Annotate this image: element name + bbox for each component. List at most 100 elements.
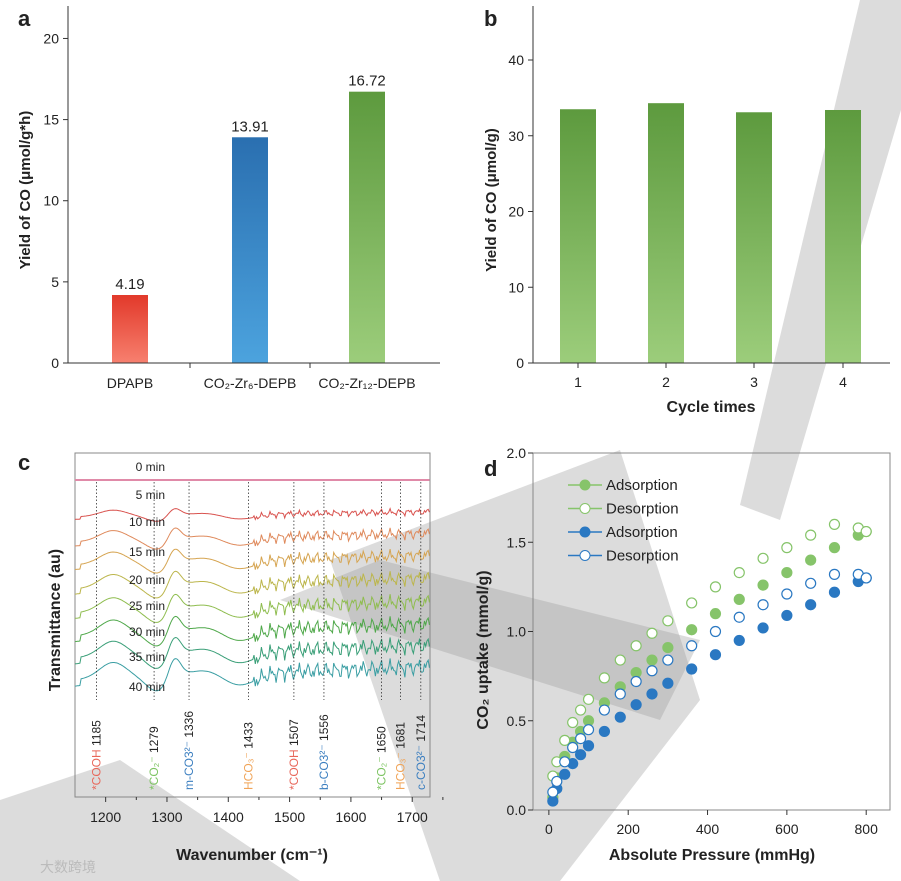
peak-species: m-CO3²⁻	[182, 741, 196, 790]
peak-label: *COOH 1507	[287, 719, 301, 790]
bar-value-label: 16.72	[348, 73, 386, 90]
spectrum-line	[74, 570, 430, 599]
y-axis-title: Yield of CO (μmol/g)	[483, 128, 500, 272]
bar	[648, 103, 684, 364]
legend-marker	[579, 526, 591, 538]
series-label: 30 min	[129, 625, 165, 639]
data-point	[828, 586, 841, 598]
data-point	[598, 672, 611, 684]
y-tick-label: 40	[508, 52, 524, 68]
x-axis-title: Absolute Pressure (mmHg)	[609, 847, 815, 864]
data-point	[828, 542, 841, 554]
data-point	[582, 693, 595, 705]
series-label: 10 min	[129, 515, 165, 529]
spectrum-line	[74, 593, 430, 623]
data-point	[733, 634, 745, 647]
y-tick-label: 1.0	[507, 624, 527, 640]
peak-label: *CO₂⁻ 1279	[147, 726, 161, 790]
legend-marker	[579, 550, 591, 561]
x-tick-label: 800	[855, 821, 879, 837]
panel-letter-b: b	[484, 6, 497, 31]
peak-species: *COOH	[287, 749, 301, 790]
data-point	[574, 732, 587, 745]
peak-label: c-CO3²⁻ 1714	[414, 715, 428, 790]
x-tick-label: 1200	[90, 809, 121, 825]
bar	[736, 112, 772, 363]
data-point	[559, 734, 571, 746]
y-tick-label: 0.5	[507, 713, 527, 729]
spectrum-line	[74, 636, 430, 669]
data-point	[614, 654, 626, 666]
peak-wavenumber: 1714	[414, 715, 428, 745]
panel-c-chart: 0 min 5 min 10 min 15 min 20 min 25 min 30 min…	[47, 452, 444, 864]
data-point	[805, 577, 817, 589]
data-point	[567, 741, 579, 754]
data-point	[662, 654, 674, 666]
x-tick-label: CO₂-Zr₁₂-DEPB	[318, 375, 415, 391]
data-point	[686, 663, 698, 675]
panel-letter-c: c	[18, 450, 30, 475]
y-tick-label: 5	[51, 274, 59, 290]
peak-label: *CO₂⁻ 1650	[375, 726, 389, 790]
data-point	[598, 704, 611, 716]
data-point	[733, 593, 745, 605]
series-label: 25 min	[129, 599, 165, 613]
series-label: 40 min	[129, 680, 165, 694]
legend-marker	[579, 479, 591, 491]
legend-label: Adsorption	[606, 524, 678, 541]
peak-wavenumber: 1433	[242, 722, 256, 752]
series-label: 0 min	[136, 460, 165, 474]
peak-wavenumber: 1650	[375, 726, 389, 756]
x-tick-label: DPAPB	[107, 375, 153, 391]
bar-value-label: 13.91	[231, 118, 269, 135]
peak-species: c-CO3²⁻	[414, 745, 428, 790]
data-point	[574, 749, 587, 761]
y-tick-label: 0	[51, 355, 59, 371]
data-point	[733, 611, 745, 623]
peak-species: HCO₃⁻	[242, 752, 256, 790]
x-tick-label: 2	[662, 374, 670, 390]
y-tick-label: 10	[508, 279, 524, 295]
data-point	[646, 627, 658, 639]
x-tick-label: 3	[750, 374, 758, 390]
panel-a-chart: 4.19 DPAPB 13.91 CO₂-Zr₆-DEPB 16.72 CO₂-Zr₁₂-…	[17, 6, 440, 391]
panel-letter-d: d	[484, 456, 497, 481]
x-axis-title: Cycle times	[667, 399, 756, 416]
x-tick-label: 0	[545, 821, 553, 837]
peak-species: HCO₃⁻	[394, 752, 408, 790]
x-tick-label: 1600	[335, 809, 366, 825]
data-point	[860, 572, 872, 584]
peak-species: *CO₂⁻	[147, 756, 161, 790]
data-point	[686, 597, 698, 609]
x-tick-label: 1	[574, 374, 582, 390]
series-label: 20 min	[129, 573, 165, 587]
peak-wavenumber: 1681	[394, 722, 408, 752]
peak-species: *COOH	[89, 749, 103, 790]
data-point	[709, 625, 722, 638]
x-tick-label: 1300	[151, 809, 182, 825]
data-point	[662, 677, 674, 689]
panel-letter-a: a	[18, 6, 31, 31]
data-point	[805, 529, 817, 541]
y-tick-label: 20	[508, 204, 524, 220]
x-tick-label: CO₂-Zr₆-DEPB	[204, 375, 297, 391]
series-label: 5 min	[136, 488, 165, 502]
plot-frame	[74, 452, 431, 798]
watermark-text: 大数跨境	[40, 860, 96, 876]
legend-label: Adsorption	[606, 477, 678, 494]
peak-species: b-CO3²⁻	[317, 744, 331, 790]
x-tick-label: 400	[696, 821, 720, 837]
data-point	[630, 640, 642, 652]
peak-wavenumber: 1336	[182, 711, 196, 741]
data-point	[781, 542, 793, 554]
bar	[349, 91, 385, 364]
legend-marker	[579, 503, 591, 514]
data-point	[646, 688, 658, 700]
data-point	[828, 518, 841, 531]
series-label: 15 min	[129, 545, 165, 559]
data-point	[559, 756, 571, 768]
data-point	[547, 786, 559, 798]
x-tick-label: 1400	[213, 809, 244, 825]
peak-label: *COOH 1185	[89, 720, 103, 790]
spectrum-line	[74, 507, 430, 522]
